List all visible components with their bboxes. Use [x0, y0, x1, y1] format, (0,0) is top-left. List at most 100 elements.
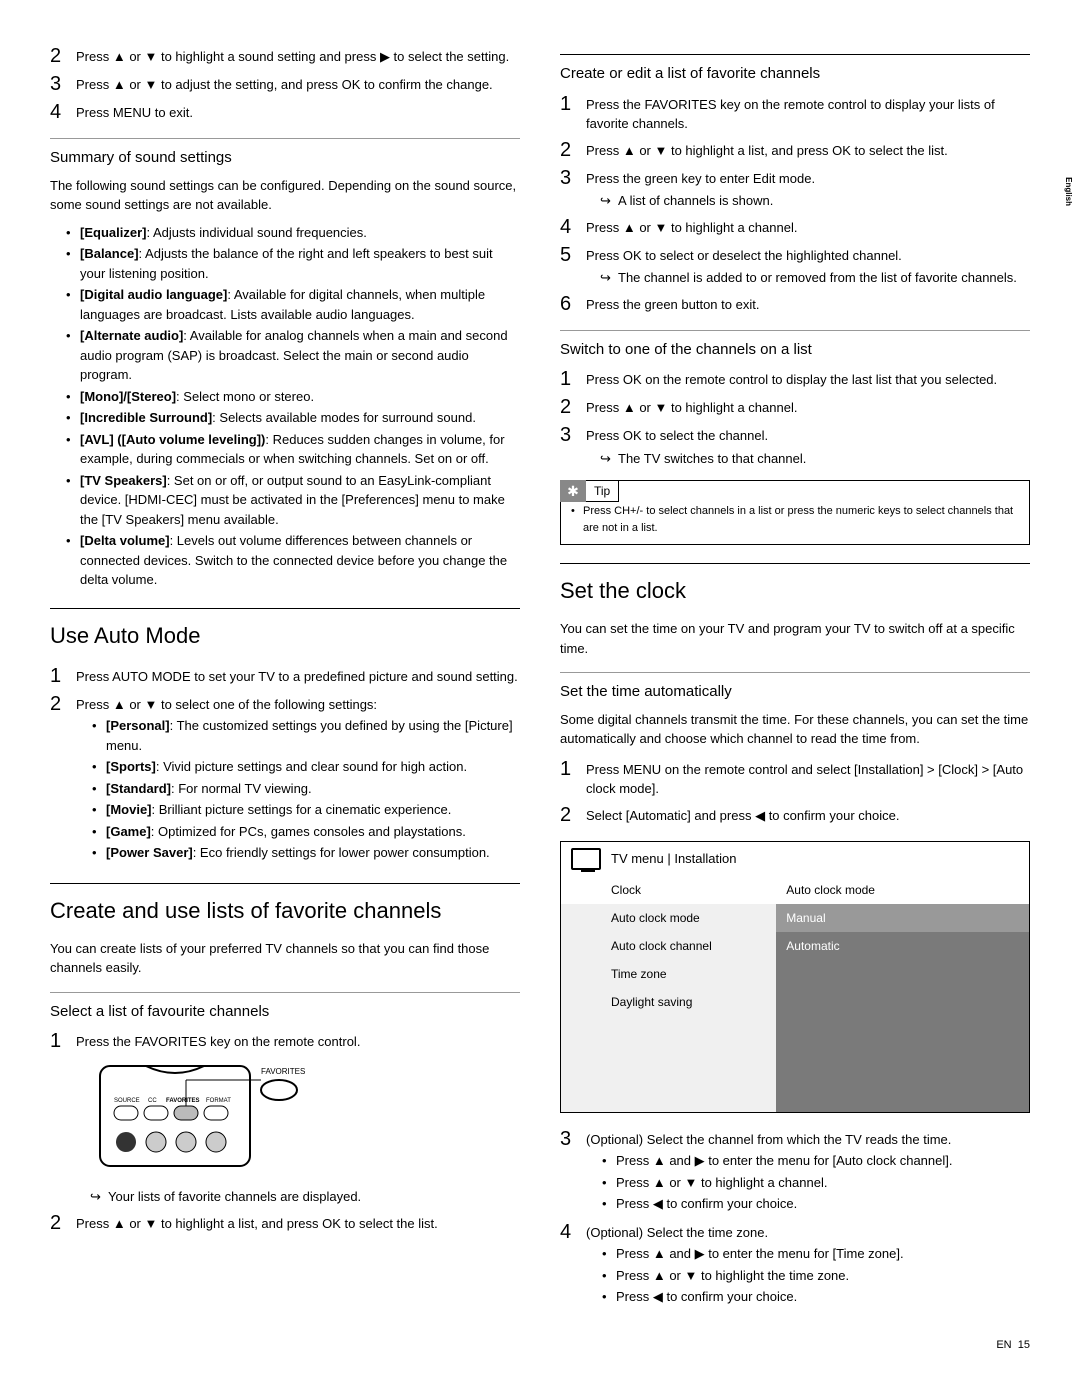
step-num: 2: [50, 1211, 76, 1235]
menu-cell: Auto clock mode: [776, 876, 1029, 904]
heading-favorites: Create and use lists of favorite channel…: [50, 883, 520, 927]
step-text: Press the green button to exit.: [586, 297, 759, 312]
step-num: 2: [560, 395, 586, 419]
step-num: 2: [50, 44, 76, 68]
svg-text:FAVORITES: FAVORITES: [166, 1098, 200, 1104]
step-num: 3: [560, 1127, 586, 1151]
menu-cell: Auto clock channel: [561, 932, 776, 960]
bullet-item: Press ▲ and ▶ to enter the menu for [Tim…: [602, 1244, 1030, 1264]
step-num: 2: [560, 803, 586, 827]
bullet-item: Press ▲ or ▼ to highlight the time zone.: [602, 1266, 1030, 1286]
heading-switch: Switch to one of the channels on a list: [560, 330, 1030, 362]
step-num: 4: [560, 1220, 586, 1244]
bullet-item: [Delta volume]: Levels out volume differ…: [66, 531, 520, 590]
menu-cell: Time zone: [561, 960, 776, 988]
step-text: Press OK to select the channel.: [586, 428, 768, 443]
step-text: Press ▲ or ▼ to highlight a channel.: [586, 400, 797, 415]
step-num: 3: [50, 72, 76, 96]
step-text: (Optional) Select the time zone.: [586, 1225, 768, 1240]
bullet-item: [Game]: Optimized for PCs, games console…: [92, 822, 520, 842]
tip-label: Tip: [586, 480, 619, 502]
menu-cell: Clock: [561, 876, 776, 904]
right-column: Create or edit a list of favorite channe…: [560, 40, 1030, 1313]
svg-text:SOURCE: SOURCE: [114, 1098, 140, 1104]
step-sub: The TV switches to that channel.: [600, 449, 1030, 469]
heading-auto-mode: Use Auto Mode: [50, 608, 520, 652]
bullet-item: [TV Speakers]: Set on or off, or output …: [66, 471, 520, 530]
heading-auto-time: Set the time automatically: [560, 672, 1030, 704]
clock-intro: You can set the time on your TV and prog…: [560, 619, 1030, 658]
step-num: 4: [560, 215, 586, 239]
step-num: 1: [50, 1029, 76, 1053]
step-text: Press ▲ or ▼ to highlight a list, and pr…: [586, 143, 948, 158]
heading-sound-summary: Summary of sound settings: [50, 138, 520, 170]
left-column: 2Press ▲ or ▼ to highlight a sound setti…: [50, 40, 520, 1313]
bullet-item: [Standard]: For normal TV viewing.: [92, 779, 520, 799]
step-text: Press OK to select or deselect the highl…: [586, 248, 902, 263]
step-num: 2: [50, 692, 76, 716]
language-indicator: English: [1062, 177, 1074, 206]
step-text: Press ▲ or ▼ to adjust the setting, and …: [76, 72, 520, 95]
step-text: Press OK on the remote control to displa…: [586, 372, 997, 387]
step-text: Press ▲ or ▼ to highlight a sound settin…: [76, 44, 520, 67]
tip-icon: ✱: [560, 480, 586, 502]
step-sub: A list of channels is shown.: [600, 191, 1030, 211]
bullet-item: [Personal]: The customized settings you …: [92, 716, 520, 755]
bullet-item: Press ◀ to confirm your choice.: [602, 1287, 1030, 1307]
step-num: 3: [560, 423, 586, 447]
sound-intro: The following sound settings can be conf…: [50, 176, 520, 215]
step-text: Press ▲ or ▼ to select one of the follow…: [76, 697, 377, 712]
step-text: Press the FAVORITES key on the remote co…: [76, 1034, 360, 1049]
bullet-item: [Alternate audio]: Available for analog …: [66, 326, 520, 385]
bullet-item: [Sports]: Vivid picture settings and cle…: [92, 757, 520, 777]
step-text: Press the FAVORITES key on the remote co…: [586, 97, 995, 132]
step-num: 1: [560, 92, 586, 116]
step-num: 1: [560, 757, 586, 781]
step-num: 1: [560, 367, 586, 391]
svg-text:FORMAT: FORMAT: [206, 1098, 231, 1104]
bullet-item: [Digital audio language]: Available for …: [66, 285, 520, 324]
bullet-item: [Balance]: Adjusts the balance of the ri…: [66, 244, 520, 283]
step-text: Press the green key to enter Edit mode.: [586, 171, 815, 186]
heading-clock: Set the clock: [560, 563, 1030, 607]
bullet-item: Press ◀ to confirm your choice.: [602, 1194, 1030, 1214]
bullet-item: [Mono]/[Stereo]: Select mono or stereo.: [66, 387, 520, 407]
step-num: 3: [560, 166, 586, 190]
step-num: 2: [560, 138, 586, 162]
step-sub: Your lists of favorite channels are disp…: [90, 1187, 520, 1207]
bullet-item: [Equalizer]: Adjusts individual sound fr…: [66, 223, 520, 243]
bullet-item: Press ▲ and ▶ to enter the menu for [Aut…: [602, 1151, 1030, 1171]
tip-box: ✱ Tip Press CH+/- to select channels in …: [560, 480, 1030, 545]
svg-text:CC: CC: [148, 1098, 157, 1104]
step-num: 5: [560, 243, 586, 267]
step-num: 4: [50, 100, 76, 124]
auto-time-intro: Some digital channels transmit the time.…: [560, 710, 1030, 749]
step-text: (Optional) Select the channel from which…: [586, 1132, 951, 1147]
menu-cell: Manual: [776, 904, 1029, 932]
menu-title: TV menu | Installation: [611, 849, 737, 869]
step-text: Press MENU on the remote control and sel…: [586, 762, 1023, 797]
heading-select-fav: Select a list of favourite channels: [50, 992, 520, 1024]
tv-icon: [571, 848, 601, 870]
menu-cell: Automatic: [776, 932, 1029, 960]
step-text: Select [Automatic] and press ◀ to confir…: [586, 808, 899, 823]
fav-intro: You can create lists of your preferred T…: [50, 939, 520, 978]
step-num: 6: [560, 292, 586, 316]
bullet-item: [Incredible Surround]: Selects available…: [66, 408, 520, 428]
step-num: 1: [50, 664, 76, 688]
step-sub: The channel is added to or removed from …: [600, 268, 1030, 288]
bullet-item: [Power Saver]: Eco friendly settings for…: [92, 843, 520, 863]
page-footer: EN 15: [50, 1337, 1030, 1354]
step-text: Press ▲ or ▼ to highlight a channel.: [586, 220, 797, 235]
menu-cell: Daylight saving: [561, 988, 776, 1016]
bullet-item: Press ▲ or ▼ to highlight a channel.: [602, 1173, 1030, 1193]
tip-text: Press CH+/- to select channels in a list…: [571, 503, 1019, 536]
step-text: Press AUTO MODE to set your TV to a pred…: [76, 664, 520, 687]
tv-menu-table: TV menu | Installation ClockAuto clock m…: [560, 841, 1030, 1113]
heading-create-fav: Create or edit a list of favorite channe…: [560, 54, 1030, 86]
bullet-item: [AVL] ([Auto volume leveling]): Reduces …: [66, 430, 520, 469]
menu-cell: Auto clock mode: [561, 904, 776, 932]
step-text: Press MENU to exit.: [76, 100, 520, 123]
bullet-item: [Movie]: Brilliant picture settings for …: [92, 800, 520, 820]
step-text: Press ▲ or ▼ to highlight a list, and pr…: [76, 1211, 520, 1234]
